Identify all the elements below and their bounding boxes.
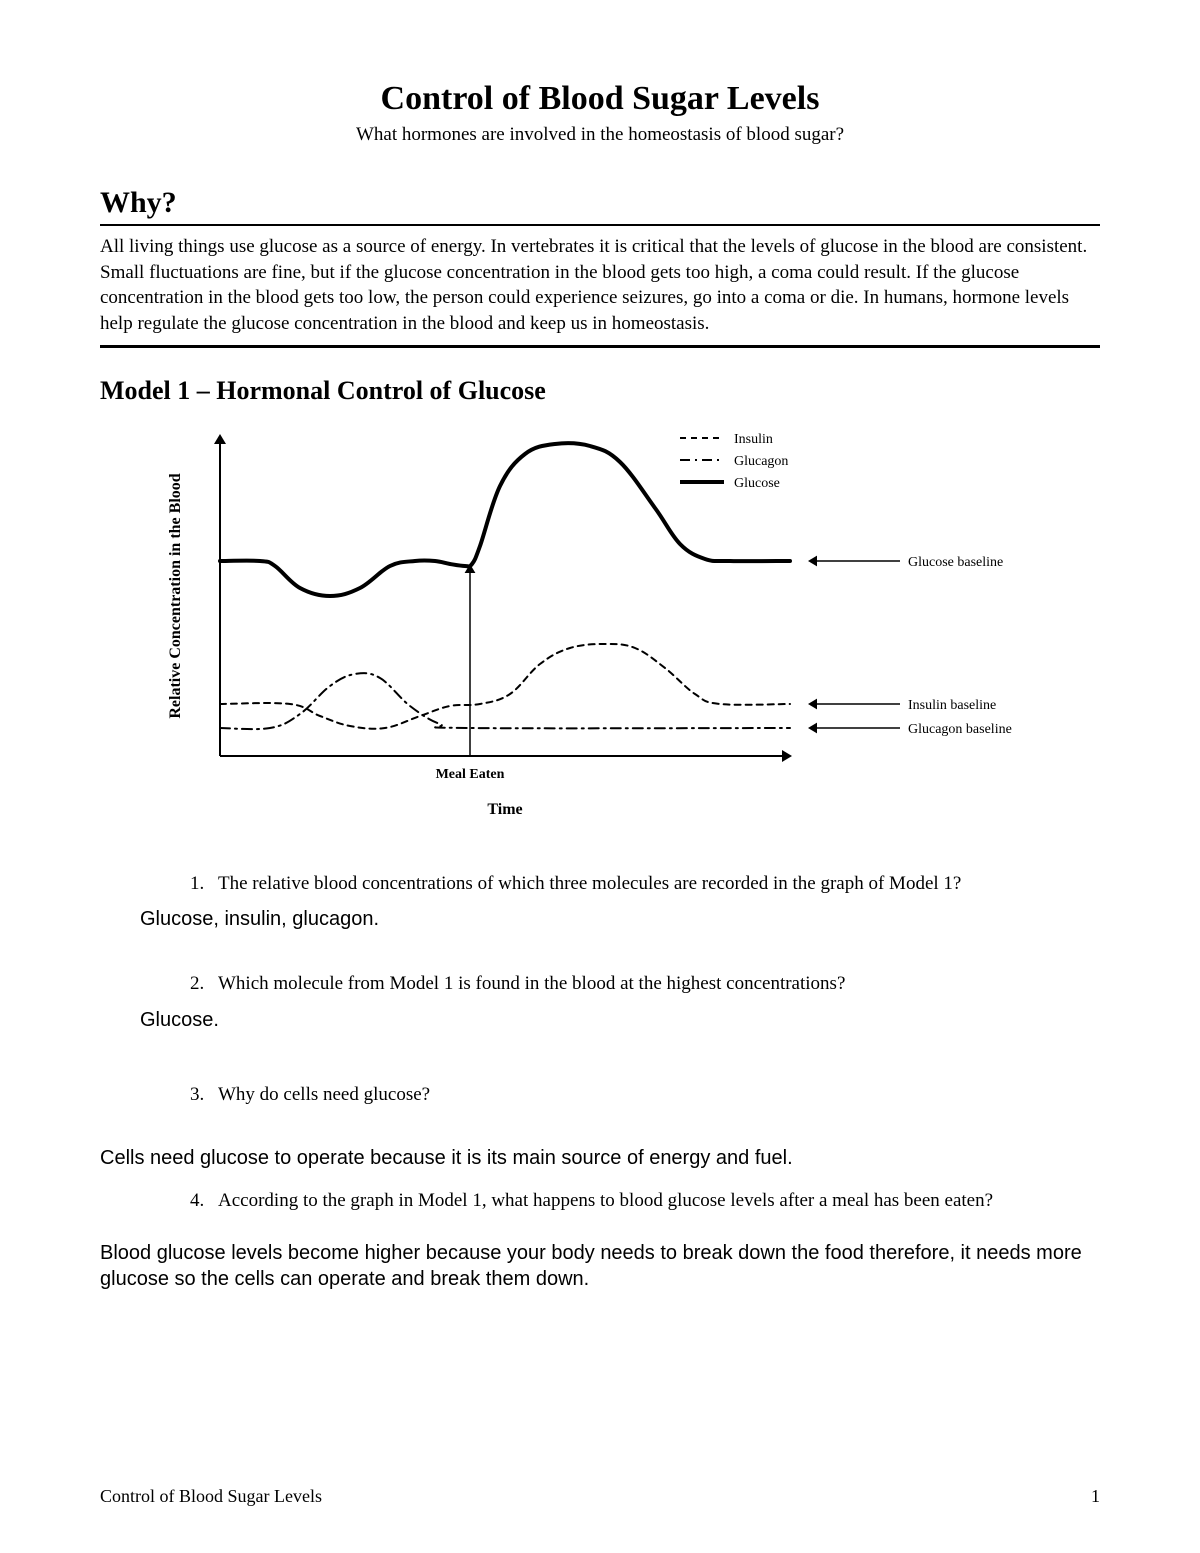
model-1-chart: Relative Concentration in the Blood Meal … <box>160 416 1100 841</box>
answer-3: Cells need glucose to operate because it… <box>100 1147 1100 1170</box>
answer-4: Blood glucose levels become higher becau… <box>100 1240 1100 1292</box>
svg-text:Glucose: Glucose <box>734 476 780 491</box>
page-title: Control of Blood Sugar Levels <box>100 80 1100 118</box>
worksheet-page: Control of Blood Sugar Levels What hormo… <box>0 0 1200 1553</box>
hormone-chart-svg: Relative Concentration in the Blood Meal … <box>160 416 1080 836</box>
footer-page-number: 1 <box>1091 1486 1100 1507</box>
answer-1: Glucose, insulin, glucagon. <box>140 908 1100 931</box>
question-2: 2. Which molecule from Model 1 is found … <box>190 971 1080 997</box>
model-heading: Model 1 – Hormonal Control of Glucose <box>100 376 1100 406</box>
questions-block: 1. The relative blood concentrations of … <box>100 871 1100 1293</box>
svg-text:Glucagon baseline: Glucagon baseline <box>908 722 1012 737</box>
svg-text:Insulin: Insulin <box>734 432 773 447</box>
why-heading: Why? <box>100 186 1100 220</box>
svg-text:Insulin baseline: Insulin baseline <box>908 698 996 713</box>
svg-text:Meal Eaten: Meal Eaten <box>436 767 505 782</box>
question-number: 3. <box>190 1082 218 1108</box>
question-text: Which molecule from Model 1 is found in … <box>218 971 845 997</box>
question-number: 1. <box>190 871 218 897</box>
svg-text:Glucagon: Glucagon <box>734 454 788 469</box>
question-1: 1. The relative blood concentrations of … <box>190 871 1080 897</box>
question-text: Why do cells need glucose? <box>218 1082 430 1108</box>
footer-title: Control of Blood Sugar Levels <box>100 1486 322 1507</box>
why-body: All living things use glucose as a sourc… <box>100 234 1100 337</box>
divider-top <box>100 224 1100 226</box>
question-text: The relative blood concentrations of whi… <box>218 871 961 897</box>
answer-2: Glucose. <box>140 1009 1100 1032</box>
page-footer: Control of Blood Sugar Levels 1 <box>100 1486 1100 1507</box>
question-text: According to the graph in Model 1, what … <box>218 1188 993 1214</box>
svg-text:Glucose baseline: Glucose baseline <box>908 555 1003 570</box>
question-number: 2. <box>190 971 218 997</box>
question-3: 3. Why do cells need glucose? <box>190 1082 1080 1108</box>
svg-text:Time: Time <box>487 801 522 818</box>
page-subtitle: What hormones are involved in the homeos… <box>100 124 1100 146</box>
question-number: 4. <box>190 1188 218 1214</box>
svg-text:Relative Concentration in the: Relative Concentration in the Blood <box>167 473 184 718</box>
question-4: 4. According to the graph in Model 1, wh… <box>190 1188 1080 1214</box>
divider-bottom <box>100 345 1100 348</box>
